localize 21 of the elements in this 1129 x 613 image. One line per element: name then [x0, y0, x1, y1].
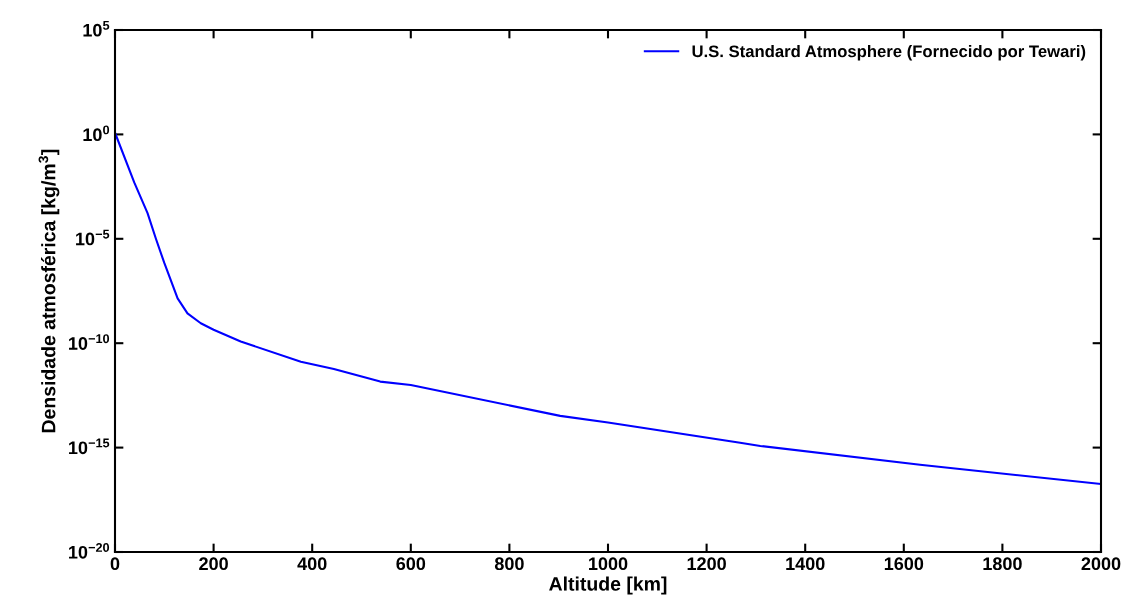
y-axis-title: Densidade atmosférica [kg/m$^{3}$]	[38, 149, 60, 433]
y-tick-label: 10$^{−20}$	[69, 543, 110, 559]
x-tick-label: 600	[396, 557, 426, 571]
x-tick-label: 1600	[884, 557, 924, 571]
x-tick-label: 0	[110, 557, 120, 571]
y-tick-label: 10$^{−15}$	[69, 438, 110, 455]
x-tick-label: 1800	[983, 557, 1022, 571]
x-tick-label: 800	[494, 557, 524, 571]
x-tick-label: 1400	[786, 557, 825, 571]
y-tick-label: 10$^{−5}$	[76, 229, 110, 246]
legend-label: U.S. Standard Atmosphere (Fornecido por Tewari)	[692, 45, 1086, 61]
x-tick-label: 400	[297, 557, 327, 571]
y-tick-label: 10$^{0}$	[83, 125, 110, 142]
y-tick-label: 10$^{−10}$	[69, 334, 110, 350]
x-axis-title: Altitude [km]	[549, 576, 667, 595]
y-tick-label: 10$^{5}$	[83, 21, 110, 37]
x-tick-label: 1200	[687, 557, 726, 571]
line-series	[115, 131, 1101, 486]
x-tick-label: 2000	[1081, 557, 1121, 571]
x-tick-label: 200	[199, 557, 228, 571]
x-tick-label: 1000	[589, 557, 628, 571]
